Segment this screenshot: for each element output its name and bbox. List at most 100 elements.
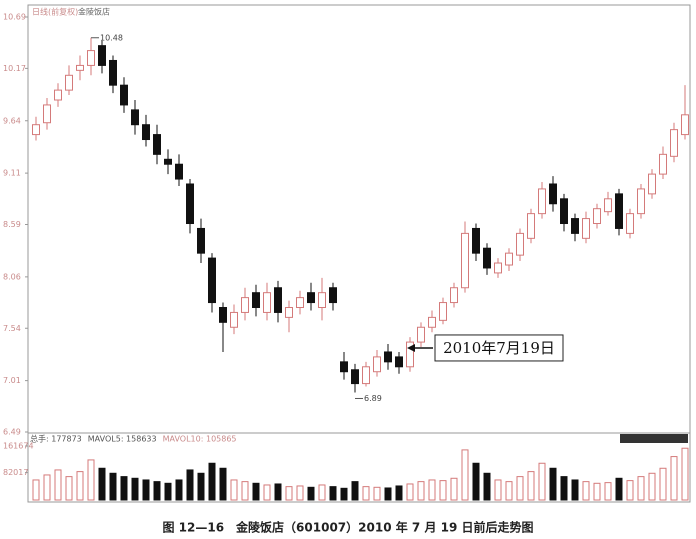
y-tick-label: 7.54 [3,324,21,333]
volume-bar [681,447,689,501]
volume-bar [417,481,425,501]
volume-bar [373,486,381,501]
volume-bar [164,482,172,501]
volume-bar [406,483,414,501]
candle-body [307,292,315,304]
volume-bar [450,477,458,501]
chart-title: 金陵饭店 [78,7,110,17]
volume-bar [582,481,590,501]
volume-bar [274,483,282,501]
candle-body [384,351,392,363]
candle-body [351,369,359,385]
candle-body [417,326,425,343]
y-tick-label: 8.59 [3,220,21,229]
y-tick-label: 10.69 [3,13,26,22]
candle-body [472,227,480,254]
volume-bar [296,485,304,501]
candle-body [439,302,447,321]
volume-bar [142,479,150,501]
vol-tick-label: 82017 [3,468,28,477]
candle-body [593,208,601,225]
candle-body [120,84,128,106]
frame [27,4,691,503]
candle-body [626,213,634,234]
volume-bar [65,476,73,501]
volume-bar [32,479,40,501]
volume-bar [186,469,194,501]
volume-bar [648,472,656,501]
volume-bar [384,487,392,501]
candle-body [670,129,678,157]
volume-bar [626,480,634,501]
candle-body [527,213,535,239]
volume-bar [527,471,535,501]
volume-bar [362,486,370,501]
candle-body [142,124,150,141]
volume-bar [637,476,645,501]
volume-legend: MAVOL10: 105865 [163,435,237,444]
toolbar-box [620,434,688,443]
candle-body [659,153,667,175]
volume-bar [120,476,128,501]
volume-bar [670,456,678,501]
volume-bar [230,479,238,501]
candle-body [329,287,337,304]
volume-bar [494,479,502,501]
candle-body [131,109,139,126]
candle-body [428,316,436,328]
volume-bar [571,479,579,501]
volume-bar [659,467,667,501]
volume-bar [197,472,205,501]
candle-body [516,232,524,256]
candle-body [230,311,238,328]
candle-body [208,257,216,304]
candle-body [109,59,117,86]
volume-bar [307,486,315,501]
date-label: 2010年7月19日 [443,339,555,357]
candle-body [681,114,689,136]
candle-body [32,124,40,136]
candle-body [153,134,161,155]
volume-bar [285,486,293,501]
date-box [434,334,564,362]
candle-body [560,198,568,225]
volume-bar [219,467,227,501]
date-arrowhead [407,343,415,352]
volume-bar [516,476,524,501]
candle-body [373,356,381,373]
volume-bar [483,472,491,501]
candle-body [582,218,590,239]
candle-body [219,307,227,323]
volume-bar [351,481,359,501]
candle-body [197,227,205,254]
candle-body [538,188,546,215]
candle-body [318,292,326,308]
y-tick-label: 10.17 [3,64,26,73]
volume-legend: MAVOL5: 158633 [88,435,157,444]
low-label: 6.89 [364,394,382,403]
candle-body [263,292,271,313]
candle-body [87,50,95,66]
volume-bar [340,487,348,501]
volume-bar [252,482,260,501]
volume-bar [153,481,161,501]
candle-body [164,158,172,165]
candle-body [65,74,73,91]
volume-bar [318,484,326,501]
volume-bar [615,477,623,501]
volume-bar [98,467,106,501]
volume-bar [560,476,568,501]
candle-body [296,297,304,309]
candle-body [274,287,282,313]
candle-body [505,252,513,266]
volume-bar [604,482,612,501]
volume-bar [461,449,469,501]
candle-body [175,163,183,180]
volume-bar [263,484,271,501]
candle-body [54,89,62,101]
candle-body [406,341,414,368]
high-label: 10.48 [100,33,123,42]
volume-bar [505,481,513,501]
